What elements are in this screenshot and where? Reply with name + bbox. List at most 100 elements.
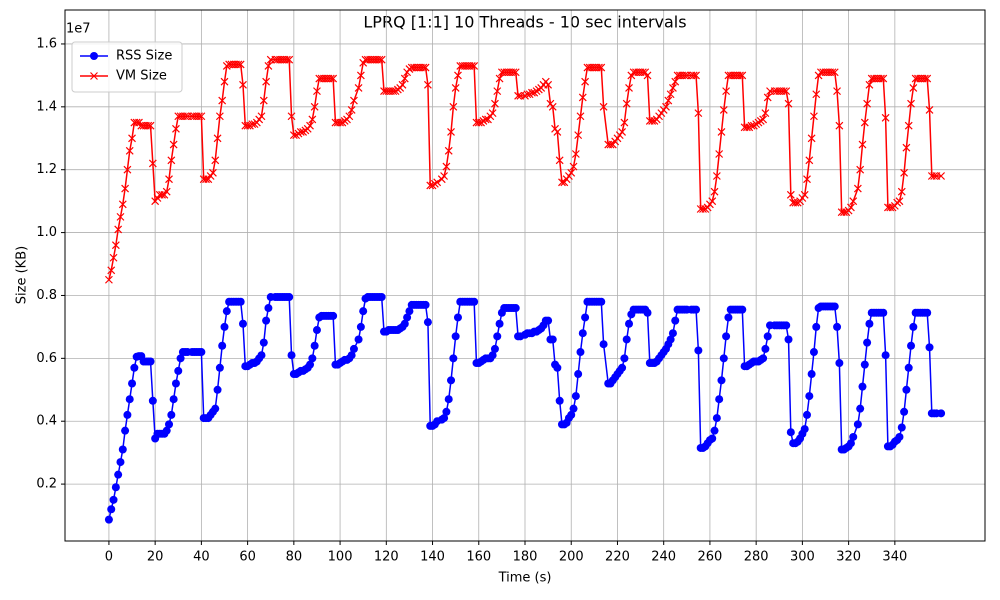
data-point xyxy=(662,102,670,111)
data-point xyxy=(809,348,818,357)
data-point xyxy=(694,346,703,355)
data-point xyxy=(491,99,499,108)
x-tick-label: 100 xyxy=(328,550,353,565)
data-point xyxy=(643,71,652,80)
data-point xyxy=(738,71,747,80)
data-point xyxy=(724,313,733,322)
x-axis-label: Time (s) xyxy=(498,571,552,586)
data-point xyxy=(389,87,398,96)
data-point xyxy=(717,376,726,385)
data-point xyxy=(222,307,231,316)
data-point xyxy=(523,90,532,99)
data-point xyxy=(148,159,157,168)
data-point xyxy=(349,344,358,353)
data-point xyxy=(377,293,386,302)
data-point xyxy=(218,341,227,350)
data-point xyxy=(220,322,229,331)
data-point xyxy=(812,90,821,99)
data-point xyxy=(597,63,606,72)
y-offset-label: 1e7 xyxy=(66,22,91,37)
data-point xyxy=(167,156,176,165)
data-point xyxy=(442,407,451,416)
data-point xyxy=(259,96,268,105)
data-point xyxy=(847,203,855,212)
data-point xyxy=(784,335,793,344)
data-point xyxy=(287,112,296,121)
data-point xyxy=(574,370,583,379)
data-point xyxy=(830,302,839,311)
data-point xyxy=(800,425,809,434)
data-point xyxy=(620,354,629,363)
data-point xyxy=(680,71,689,80)
data-point xyxy=(308,115,317,124)
data-point xyxy=(296,128,305,136)
data-point xyxy=(248,120,257,129)
data-point xyxy=(736,71,744,80)
data-point xyxy=(453,313,462,322)
data-point xyxy=(666,335,675,344)
data-point xyxy=(426,181,435,190)
data-point xyxy=(930,172,939,180)
data-point xyxy=(856,404,865,413)
data-point xyxy=(109,495,118,504)
data-point xyxy=(454,71,462,80)
data-point xyxy=(215,112,224,121)
y-tick-label: 1.0 xyxy=(36,225,57,240)
data-point xyxy=(622,335,631,344)
data-point xyxy=(571,150,580,158)
data-point xyxy=(114,470,123,479)
data-point xyxy=(165,175,173,184)
data-point xyxy=(107,505,116,514)
data-point xyxy=(116,212,125,221)
data-point xyxy=(400,74,409,83)
data-point xyxy=(488,109,497,118)
data-point xyxy=(833,322,842,331)
data-point xyxy=(495,319,504,328)
data-point xyxy=(846,439,855,448)
data-point xyxy=(803,410,812,419)
data-point xyxy=(900,407,909,416)
data-point xyxy=(282,55,291,64)
data-point xyxy=(567,410,576,419)
data-point xyxy=(719,106,728,114)
data-point xyxy=(902,143,911,152)
legend-marker xyxy=(90,52,98,60)
data-point xyxy=(447,128,455,136)
data-point xyxy=(761,109,770,118)
data-point xyxy=(264,304,273,313)
data-point xyxy=(907,341,916,350)
data-point xyxy=(597,297,606,306)
data-point xyxy=(671,77,680,86)
y-axis-label: Size (KB) xyxy=(15,246,30,304)
data-point xyxy=(722,87,731,96)
data-point xyxy=(877,74,885,83)
data-point xyxy=(791,198,800,207)
data-point xyxy=(336,118,344,127)
data-point xyxy=(722,332,731,341)
data-point xyxy=(451,332,460,341)
data-point xyxy=(239,80,247,89)
data-point xyxy=(449,354,458,363)
data-point xyxy=(800,190,809,199)
data-point xyxy=(238,319,247,328)
data-point xyxy=(123,410,132,419)
data-point xyxy=(544,80,553,89)
data-point xyxy=(786,428,795,437)
data-point xyxy=(805,392,814,401)
data-point xyxy=(710,426,719,435)
data-point xyxy=(763,332,772,341)
x-tick-label: 20 xyxy=(147,550,164,565)
x-tick-label: 320 xyxy=(836,550,861,565)
data-point xyxy=(306,121,314,130)
data-point xyxy=(747,121,756,130)
data-point xyxy=(692,71,700,80)
data-point xyxy=(606,140,615,149)
data-point xyxy=(865,80,874,89)
data-point xyxy=(786,190,795,199)
data-point xyxy=(356,322,365,331)
data-point xyxy=(176,354,185,363)
data-point xyxy=(308,354,317,363)
data-point xyxy=(440,414,449,423)
data-point xyxy=(553,363,562,372)
